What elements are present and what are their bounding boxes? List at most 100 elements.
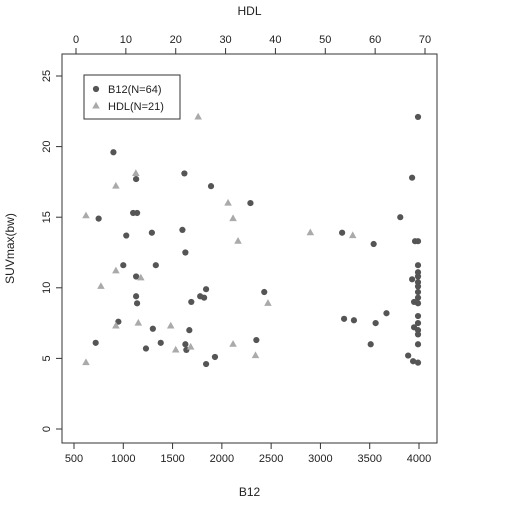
b12-point — [181, 170, 188, 177]
legend: B12(N=64) HDL(N=21) — [83, 74, 181, 120]
b12-point — [186, 327, 193, 334]
b12-point — [414, 341, 422, 348]
x-tick-label-1000: 1000 — [111, 453, 135, 465]
b12-point — [383, 310, 390, 317]
y-tick-label-20: 20 — [41, 140, 53, 152]
b12-point — [182, 249, 189, 256]
x2-tick-label-0: 0 — [73, 34, 79, 46]
x-tick-label-3000: 3000 — [308, 453, 332, 465]
legend-label-hdl: HDL(N=21) — [108, 101, 164, 113]
plot-frame — [61, 53, 438, 444]
b12-point — [142, 345, 150, 352]
b12-point — [409, 174, 416, 181]
b12-point — [414, 320, 422, 327]
b12-point — [414, 288, 422, 296]
y-tick-label-25: 25 — [41, 70, 53, 82]
b12-point — [370, 240, 377, 248]
b12-point — [414, 312, 422, 320]
b12-point — [410, 298, 418, 306]
x-tick-label-2000: 2000 — [210, 453, 234, 465]
left-axis-title: SUVmax(bw) — [3, 213, 17, 284]
b12-point — [115, 318, 122, 325]
b12-point — [207, 183, 215, 190]
data-points — [82, 112, 422, 368]
b12-point — [133, 300, 141, 307]
x-tick-label-2500: 2500 — [259, 453, 283, 465]
x2-tick-label-60: 60 — [369, 34, 381, 46]
hdl-point — [134, 318, 143, 326]
x2-tick-label-40: 40 — [269, 34, 281, 46]
b12-point — [261, 288, 268, 296]
b12-point — [372, 320, 379, 327]
b12-point — [405, 352, 412, 359]
b12-point — [202, 286, 210, 293]
b12-point — [133, 175, 140, 183]
hdl-point — [166, 321, 175, 329]
legend-marker-hdl — [92, 101, 100, 109]
legend-marker-b12 — [92, 85, 100, 93]
b12-point — [179, 226, 186, 234]
b12-point — [414, 331, 422, 338]
b12-point — [409, 276, 416, 283]
hdl-point — [112, 181, 120, 189]
b12-point — [414, 273, 422, 280]
b12-point — [152, 262, 159, 269]
b12-point — [414, 279, 422, 286]
b12-point — [95, 215, 102, 222]
x2-tick-label-10: 10 — [120, 34, 132, 46]
x2-tick-label-70: 70 — [419, 34, 431, 46]
hdl-point — [348, 231, 357, 239]
hdl-point — [224, 198, 232, 206]
hdl-point — [82, 358, 90, 366]
x-tick-label-3500: 3500 — [357, 453, 381, 465]
hdl-point — [194, 112, 202, 120]
y-tick-label-10: 10 — [41, 282, 53, 294]
x2-tick-label-30: 30 — [219, 34, 231, 46]
b12-point — [414, 294, 422, 301]
b12-point — [148, 229, 155, 236]
hdl-point — [112, 321, 120, 329]
b12-point — [110, 149, 117, 156]
x2-tick-label-20: 20 — [170, 34, 182, 46]
y-tick-label-15: 15 — [41, 211, 53, 223]
b12-point — [188, 298, 195, 306]
x-tick-label-500: 500 — [65, 453, 83, 465]
hdl-point — [306, 228, 315, 236]
legend-box — [83, 74, 181, 120]
x-tick-label-4000: 4000 — [407, 453, 431, 465]
hdl-point — [251, 351, 260, 359]
b12-point — [133, 209, 141, 217]
b12-point — [414, 113, 422, 121]
b12-point — [123, 232, 130, 239]
top-axis-title: HDL — [237, 4, 261, 18]
b12-point — [414, 359, 422, 366]
b12-point — [340, 315, 348, 322]
hdl-point — [97, 282, 105, 289]
b12-point — [253, 336, 260, 344]
bottom-axis-title: B12 — [239, 485, 261, 499]
b12-point — [397, 214, 404, 221]
b12-point — [149, 325, 156, 332]
b12-point — [414, 238, 422, 245]
y-tick-label-5: 5 — [41, 355, 53, 361]
hdl-point — [82, 211, 90, 219]
hdl-point — [264, 299, 272, 306]
y-tick-label-0: 0 — [41, 426, 53, 432]
b12-point — [211, 353, 219, 361]
b12-point — [410, 324, 418, 331]
b12-point — [247, 199, 254, 207]
b12-point — [92, 339, 99, 346]
b12-point — [367, 341, 374, 348]
b12-point — [157, 339, 164, 346]
b12-point — [133, 293, 140, 300]
legend-label-b12: B12(N=64) — [108, 84, 162, 96]
hdl-point — [132, 169, 140, 176]
b12-point — [350, 317, 358, 324]
b12-point — [182, 341, 189, 348]
b12-point — [414, 269, 422, 276]
hdl-point — [112, 266, 120, 274]
x2-tick-label-50: 50 — [319, 34, 331, 46]
x-tick-label-1500: 1500 — [160, 453, 184, 465]
